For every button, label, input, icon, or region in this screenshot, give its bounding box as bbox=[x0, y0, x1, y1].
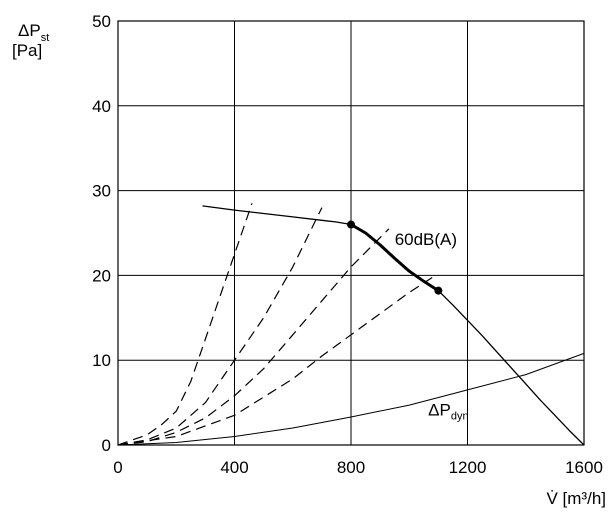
x-tick-label-3: 1200 bbox=[449, 458, 487, 477]
y-tick-label-3: 30 bbox=[92, 182, 111, 201]
series-line-1 bbox=[350, 223, 440, 292]
chart-curves bbox=[117, 203, 585, 446]
y-axis-unit: [Pa] bbox=[12, 41, 42, 60]
series-line-4 bbox=[117, 228, 390, 446]
x-tick-label-1: 400 bbox=[220, 458, 248, 477]
series-line-6 bbox=[117, 352, 585, 446]
annotation-1: ΔPdyn bbox=[428, 400, 468, 422]
y-tick-label-4: 40 bbox=[92, 97, 111, 116]
series-line-2 bbox=[117, 203, 253, 446]
x-tick-label-2: 800 bbox=[337, 458, 365, 477]
y-axis-label: ΔPst bbox=[18, 21, 49, 44]
series-line-0 bbox=[202, 205, 585, 446]
x-tick-label-0: 0 bbox=[113, 458, 122, 477]
x-tick-label-4: 1600 bbox=[565, 458, 603, 477]
grid bbox=[117, 20, 585, 446]
plot-frame bbox=[117, 20, 585, 446]
y-tick-label-1: 10 bbox=[92, 351, 111, 370]
series-line-3 bbox=[117, 207, 323, 446]
y-tick-label-0: 0 bbox=[102, 436, 111, 455]
operating-point-1 bbox=[434, 286, 443, 295]
y-tick-labels: 0 10 20 30 40 50 bbox=[92, 12, 111, 455]
chart-annotations: 60dB(A) ΔPdyn bbox=[395, 230, 469, 422]
x-tick-labels: 0 400 800 1200 1600 bbox=[113, 458, 603, 477]
annotation-0: 60dB(A) bbox=[395, 230, 457, 249]
series-line-5 bbox=[117, 274, 436, 446]
y-tick-label-5: 50 bbox=[92, 12, 111, 31]
y-tick-label-2: 20 bbox=[92, 266, 111, 285]
x-axis-label: V̇ [m³/h] bbox=[546, 489, 606, 508]
operating-point-markers bbox=[347, 220, 443, 295]
operating-point-0 bbox=[347, 220, 355, 229]
